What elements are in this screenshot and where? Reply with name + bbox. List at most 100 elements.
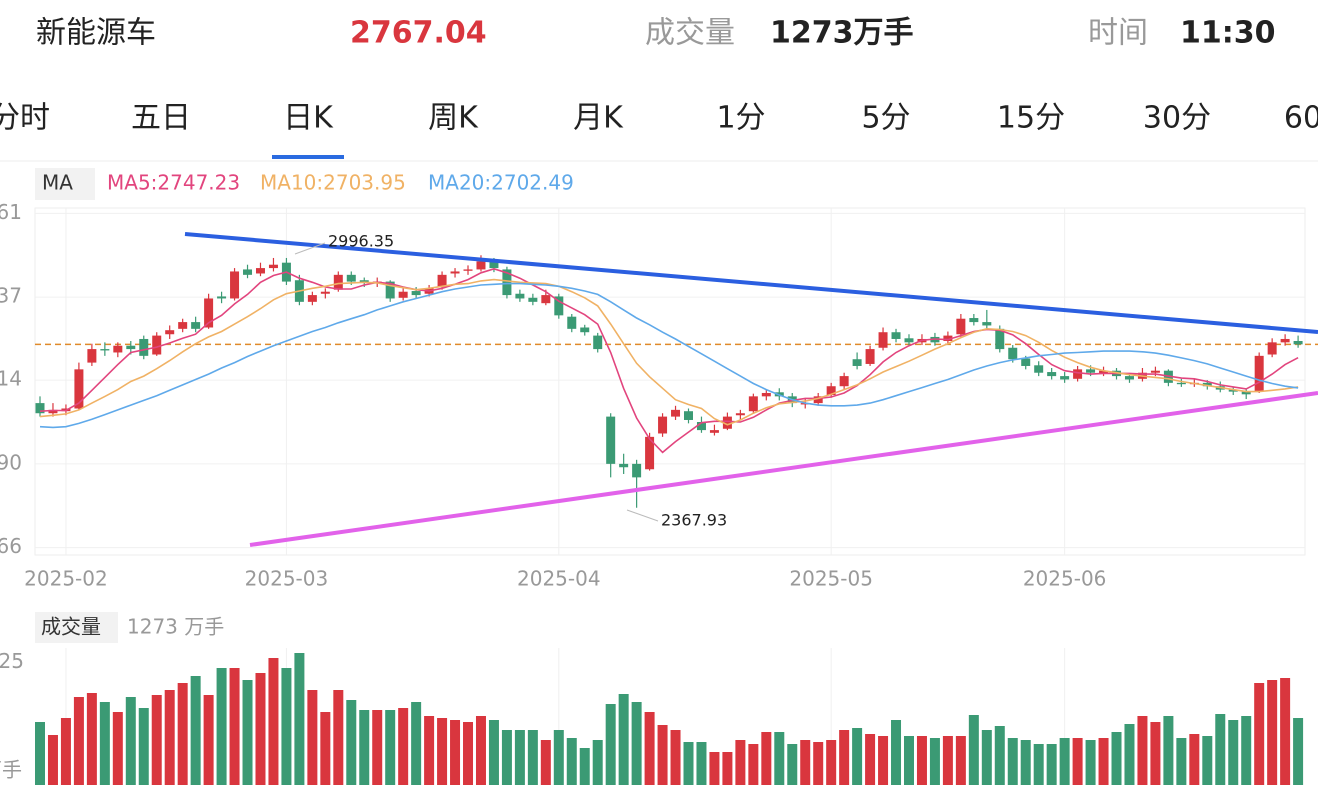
candle-body (385, 281, 395, 299)
candle-body (243, 269, 253, 275)
candle-body (191, 322, 201, 329)
volume-bar (307, 690, 318, 785)
volume-bar (463, 722, 474, 785)
stock-price: 2767.04 (350, 16, 487, 51)
candle-body (346, 274, 356, 282)
x-tick-label: 2025-02 (24, 567, 108, 591)
candle-body (1228, 389, 1238, 392)
volume-bar (929, 738, 940, 785)
volume-bar (488, 720, 499, 785)
y-tick-label: 2837 (0, 284, 22, 308)
y-tick-label: 2325 (0, 649, 24, 673)
tab[interactable]: 1分 (716, 101, 765, 136)
volume-bar (424, 716, 435, 785)
candle-body (878, 332, 888, 348)
volume-bar (1111, 732, 1122, 785)
volume-bar (553, 730, 564, 785)
candle-body (411, 291, 421, 296)
volume-bar (86, 693, 97, 785)
time-value: 11:30 (1180, 16, 1276, 51)
volume-bar (112, 712, 123, 785)
candle-body (1047, 372, 1057, 377)
volume-bar (138, 708, 149, 785)
candle-body (139, 338, 149, 356)
candle-body (204, 298, 214, 328)
tab[interactable]: 5分 (861, 101, 910, 136)
tab[interactable]: 15分 (997, 101, 1065, 136)
volume-bar (994, 726, 1005, 785)
volume-bar (73, 697, 84, 785)
y-tick-label: 2466 (0, 534, 22, 558)
candle-body (1086, 369, 1096, 373)
y-tick-label: 2714 (0, 367, 22, 391)
candle-body (307, 295, 317, 302)
stock-name: 新能源车 (36, 16, 156, 51)
tab[interactable]: 月K (573, 101, 624, 136)
volume-bar (826, 740, 837, 785)
volume-bar (709, 752, 720, 785)
volume-bar (696, 742, 707, 785)
candle-body (450, 271, 460, 274)
candle-body (761, 392, 771, 397)
volume-bar (903, 736, 914, 785)
trend-line-lower (249, 391, 1318, 547)
candle-body (230, 271, 240, 299)
candle-body (580, 327, 590, 333)
volume-bar (1228, 720, 1239, 785)
price-frame (34, 207, 1306, 556)
tab[interactable]: 日K (283, 101, 334, 136)
volume-bar (47, 735, 58, 785)
candle-body (1202, 382, 1212, 387)
volume-bar (501, 730, 512, 785)
volume-bar (631, 702, 642, 785)
candle-body (541, 295, 551, 304)
volume-bar (1137, 716, 1148, 785)
volume-bar (514, 730, 525, 785)
volume-bar (1150, 722, 1161, 785)
volume-bar (605, 704, 616, 785)
tab[interactable]: 周K (428, 101, 479, 136)
volume-bar (774, 732, 785, 785)
candle-body (126, 345, 136, 350)
candle-body (502, 269, 512, 296)
volume-bar (670, 730, 681, 785)
low-annotation: 2367.93 (661, 511, 727, 530)
volume-bar (294, 653, 305, 785)
candle-body (554, 296, 564, 316)
volume-bar (1059, 738, 1070, 785)
volume-bar (683, 742, 694, 785)
candle-body (826, 386, 836, 396)
volume-bar (255, 673, 266, 785)
candle-body (645, 436, 655, 470)
volume-bar (566, 738, 577, 785)
candle-body (839, 376, 849, 387)
candle-body (268, 264, 278, 269)
volume-bar (1215, 714, 1226, 785)
volume-bar (968, 715, 979, 785)
candle-body (632, 463, 642, 478)
volume-subtitle: 1273 万手 (127, 615, 224, 639)
candle-body (1254, 355, 1264, 391)
volume-bar (1124, 724, 1135, 785)
volume-bar (852, 728, 863, 785)
tab[interactable]: 五日 (131, 101, 191, 136)
candle-body (567, 316, 577, 329)
ma-line (39, 267, 1299, 454)
candle-body (1021, 358, 1031, 366)
tab[interactable]: 分时 (0, 101, 50, 136)
candle-body (255, 268, 265, 274)
x-tick-label: 2025-03 (245, 567, 329, 591)
tab[interactable]: 60分 (1284, 101, 1318, 136)
volume-bar (190, 676, 201, 785)
volume-bar (579, 748, 590, 785)
volume-bar (450, 720, 461, 785)
candle-body (217, 296, 227, 299)
candle-body (165, 330, 175, 335)
candle-body (87, 349, 97, 363)
volume-bar (540, 740, 551, 785)
candle-body (74, 369, 84, 409)
candle-body (1073, 369, 1083, 379)
volume-bar (1189, 734, 1200, 785)
tab[interactable]: 30分 (1143, 101, 1211, 136)
